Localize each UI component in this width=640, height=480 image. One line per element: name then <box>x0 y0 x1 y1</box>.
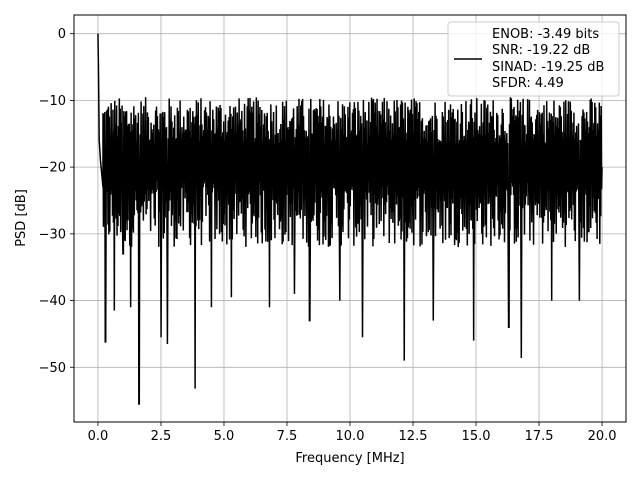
x-tick-label: 20.0 <box>588 429 617 444</box>
x-tick-label: 2.5 <box>151 429 172 444</box>
plot-area <box>97 33 603 405</box>
legend-entry-sfdr: SFDR: 4.49 <box>492 76 564 91</box>
y-tick-label: 0 <box>58 27 66 42</box>
y-axis-label: PSD [dB] <box>14 189 29 247</box>
x-tick-label: 17.5 <box>525 429 554 444</box>
y-tick-label: −30 <box>39 227 66 242</box>
legend-box <box>447 21 620 97</box>
legend: ENOB: -3.49 bits SNR: -19.22 dB SINAD: -… <box>447 21 620 97</box>
y-tick-label: −40 <box>39 294 66 309</box>
x-tick-label: 10.0 <box>336 429 365 444</box>
x-tick-label: 12.5 <box>399 429 428 444</box>
y-tick-label: −50 <box>39 361 66 376</box>
y-tick-label: −20 <box>39 161 66 176</box>
legend-entry-enob: ENOB: -3.49 bits <box>492 27 599 42</box>
y-tick-label: −10 <box>39 94 66 109</box>
x-axis-label: Frequency [MHz] <box>295 451 404 466</box>
legend-entry-snr: SNR: -19.22 dB <box>492 43 590 58</box>
legend-entry-sinad: SINAD: -19.25 dB <box>492 60 604 75</box>
x-tick-label: 5.0 <box>214 429 235 444</box>
x-tick-label: 0.0 <box>88 429 109 444</box>
x-tick-label: 7.5 <box>277 429 298 444</box>
axis-ticks: 0.0 2.5 5.0 7.5 10.0 12.5 15.0 17.5 20.0 0 −10 −20 −… <box>39 27 617 444</box>
x-tick-label: 15.0 <box>462 429 491 444</box>
psd-series-line <box>97 33 603 405</box>
